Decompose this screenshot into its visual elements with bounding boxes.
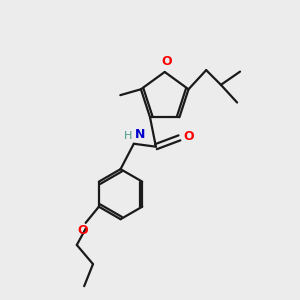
Text: O: O [183,130,194,143]
Text: O: O [161,55,172,68]
Text: N: N [135,128,146,141]
Text: O: O [77,224,88,237]
Text: H: H [124,131,132,141]
